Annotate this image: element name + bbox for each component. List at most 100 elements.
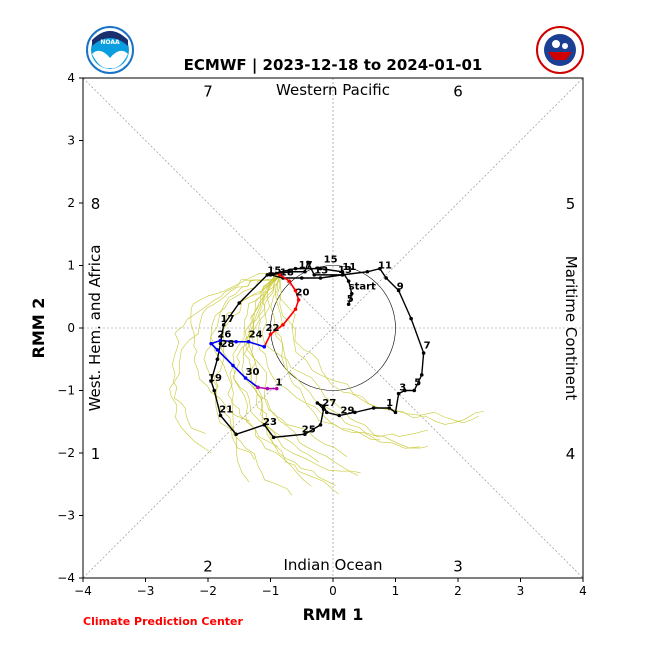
forecast-day-label: 26 [217,329,231,340]
observed-point [321,407,326,412]
forecast-week2-point [215,348,220,352]
observed-point [346,279,351,283]
observed-day-label: 25 [302,424,316,435]
observed-point [378,266,382,271]
forecast-day-label: 28 [221,339,235,350]
x-tick-label: 1 [392,584,400,598]
forecast-week2-point [246,339,251,344]
forecast-week3-point [256,385,260,390]
forecast-week3-point [265,386,270,391]
forecast-week2-point [218,338,223,343]
observed-day-label: 19 [208,373,222,384]
observed-day-label: 9 [397,281,404,292]
phase-5-label: 5 [566,195,576,213]
observed-point [221,323,226,327]
forecast-week1-point [287,279,292,283]
observed-point [412,388,417,393]
observed-point [271,435,276,440]
observed-point [218,341,223,346]
observed-point [365,269,370,274]
forecast-day-label: 24 [249,329,263,340]
forecast-week1-point [293,288,298,293]
observed-point [315,401,320,405]
observed-point [287,269,292,274]
observed-point [396,288,401,293]
observed-day-label: start [349,281,376,292]
forecast-week2-point [234,339,238,344]
forecast-week1-point [281,323,285,327]
forecast-week1-point [278,273,282,277]
observed-point [293,266,298,271]
observed-day-label: 15 [324,254,338,265]
observed-day-label: 15 [267,266,281,277]
observed-day-label: 17 [299,260,313,271]
observed-point [346,302,351,307]
noaa-logo: NOAA [86,26,134,74]
forecast-week2-point [231,363,235,368]
forecast-week1-track [263,274,300,348]
observed-day-label: 3 [399,383,406,394]
ensemble-member-line [172,274,281,434]
ensemble-member-line [279,274,484,425]
region-label-left: West. Hem. and Africa [86,245,104,412]
ensemble-member-line [169,272,280,454]
y-axis-label: RMM 2 [29,298,48,359]
observed-point [318,276,323,280]
observed-day-label: 5 [414,378,421,389]
x-tick-label: −3 [137,584,155,598]
x-tick-label: −1 [262,584,280,598]
noaa-logo-text: NOAA [100,39,120,46]
ensemble-member-line [232,274,312,487]
observed-point [212,388,217,393]
x-tick-label: −2 [199,584,217,598]
forecast-week2-point [262,344,267,349]
observed-point [218,413,223,418]
y-tick-label: −4 [57,571,75,585]
ensemble-member-line [256,274,381,441]
observed-day-label: 1 [386,398,393,409]
observed-point [419,373,424,377]
observed-track [210,260,425,439]
phase-2-label: 2 [203,558,213,576]
observed-point [312,273,317,277]
y-tick-label: 0 [67,321,75,335]
observed-point [403,388,407,393]
ensemble-member-line [270,274,429,438]
x-tick-label: 4 [579,584,587,598]
ensemble-member-line [250,274,336,486]
nws-logo [536,26,584,74]
observed-point [234,432,238,437]
x-axis-label: RMM 1 [303,605,364,624]
observed-point [215,357,220,362]
observed-day-label: 11 [378,261,392,272]
phase-4-label: 4 [566,445,576,463]
ensemble-member-line [210,274,281,447]
x-tick-label: 3 [517,584,525,598]
unit-circle [270,265,396,391]
ensemble-member-line [274,274,421,449]
forecast-week1-point [296,298,301,302]
forecast-week2-point [209,341,213,346]
observed-point [318,266,323,271]
observed-day-label: 11 [342,262,356,273]
observed-point [268,273,273,277]
y-tick-label: −3 [57,509,75,523]
observed-point [349,291,354,296]
observed-point [324,410,329,415]
observed-day-label: 5 [347,294,354,305]
y-tick-label: −1 [57,384,75,398]
forecast-week1-point [293,307,298,312]
phase-1-label: 1 [91,445,101,463]
observed-point [353,410,357,415]
phase-7-label: 7 [203,83,213,101]
observed-point [303,269,307,274]
y-tick-label: 4 [67,71,75,85]
region-label-top: Western Pacific [276,81,390,99]
observed-day-label: 7 [424,341,431,352]
observed-day-label: 29 [341,406,355,417]
x-tick-label: 0 [329,584,337,598]
observed-point [262,423,267,427]
